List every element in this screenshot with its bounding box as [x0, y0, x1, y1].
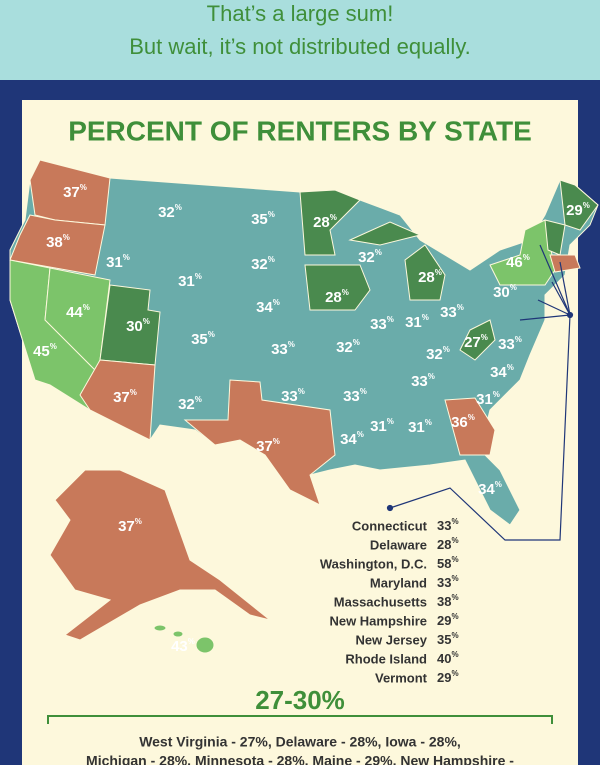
state — [444, 397, 496, 456]
state-label: 31% — [476, 390, 500, 408]
state-label: 36% — [451, 413, 475, 431]
legend-state: New Jersey — [355, 632, 427, 647]
legend-value: 40% — [437, 650, 459, 666]
state-label: 34% — [490, 363, 514, 381]
state-label: 33% — [271, 340, 295, 358]
state-label: 43% — [171, 637, 195, 655]
range-text: West Virginia - 27%, Delaware - 28%, Iow… — [139, 734, 461, 750]
state — [49, 469, 271, 641]
state-label: 45% — [33, 342, 57, 360]
state-label: 33% — [343, 387, 367, 405]
legend-value: 58% — [437, 555, 459, 571]
connector — [537, 299, 571, 316]
state-label: 35% — [191, 330, 215, 348]
state — [299, 189, 361, 256]
state-label: 29% — [566, 201, 590, 219]
state-label: 28% — [325, 288, 349, 306]
header-line: That’s a large sum! — [207, 1, 394, 26]
legend-state: Washington, D.C. — [320, 556, 427, 571]
header-line: But wait, it’s not distributed equally. — [129, 34, 471, 59]
range-text: Michigan - 28%, Minnesota - 28%, Maine -… — [86, 753, 514, 765]
state-label: 37% — [118, 517, 142, 535]
state-label: 33% — [498, 335, 522, 353]
legend-state: Delaware — [370, 537, 427, 552]
state — [79, 359, 156, 441]
state-label: 34% — [340, 430, 364, 448]
state — [9, 214, 106, 276]
state — [304, 264, 371, 311]
state-label: 37% — [256, 437, 280, 455]
state — [559, 179, 599, 231]
state — [459, 319, 496, 361]
state-label: 33% — [370, 315, 394, 333]
state-label: 37% — [63, 183, 87, 201]
legend-value: 33% — [437, 574, 459, 590]
state-label: 32% — [178, 395, 202, 413]
state-label: 27% — [464, 333, 488, 351]
state-label: 28% — [313, 213, 337, 231]
legend-value: 33% — [437, 517, 459, 533]
state-label: 32% — [426, 345, 450, 363]
state-label: 35% — [251, 210, 275, 228]
legend-state: Massachusetts — [334, 594, 427, 609]
state-label: 33% — [411, 372, 435, 390]
state — [549, 254, 581, 273]
state-label: 32% — [336, 338, 360, 356]
connector — [519, 314, 571, 321]
state-label: 28% — [418, 268, 442, 286]
legend-value: 29% — [437, 612, 459, 628]
state-label: 38% — [46, 233, 70, 251]
legend-value: 38% — [437, 593, 459, 609]
connector — [539, 244, 571, 316]
state-label: 33% — [281, 387, 305, 405]
legend-value: 29% — [437, 669, 459, 685]
header-band — [0, 0, 600, 80]
state-label: 30% — [493, 283, 517, 301]
map — [9, 159, 599, 654]
state-label: 34% — [256, 298, 280, 316]
state-label: 31% — [178, 272, 202, 290]
legend-state: New Hampshire — [329, 613, 427, 628]
legend-value: 35% — [437, 631, 459, 647]
state — [183, 379, 336, 506]
title: PERCENT OF RENTERS BY STATE — [68, 115, 532, 146]
connector-dot — [386, 504, 394, 512]
legend-state: Connecticut — [352, 518, 428, 533]
bracket — [47, 715, 553, 724]
state-label: 32% — [158, 203, 182, 221]
state-label: 44% — [66, 303, 90, 321]
legend-state: Maryland — [370, 575, 427, 590]
state-label: 31% — [106, 253, 130, 271]
state-label: 31% — [370, 417, 394, 435]
state-label: 31% — [408, 418, 432, 436]
state-label: 37% — [113, 388, 137, 406]
legend-value: 28% — [437, 536, 459, 552]
range-heading: 27-30% — [255, 685, 345, 715]
state — [172, 630, 184, 638]
state — [348, 221, 422, 246]
state-label: 31% — [405, 313, 429, 331]
legend-state: Rhode Island — [345, 651, 427, 666]
state — [153, 624, 167, 632]
state-label: 34% — [478, 480, 502, 498]
connector — [559, 261, 571, 316]
connector — [389, 314, 571, 541]
state-label: 32% — [251, 255, 275, 273]
state — [195, 636, 215, 654]
connectors — [386, 244, 574, 541]
state-label: 33% — [440, 303, 464, 321]
state-label: 46% — [506, 253, 530, 271]
connector-dot — [566, 311, 574, 319]
state-label: 32% — [358, 248, 382, 266]
legend-state: Vermont — [375, 670, 428, 685]
state — [404, 244, 446, 301]
connector — [551, 281, 571, 316]
state-label: 30% — [126, 317, 150, 335]
